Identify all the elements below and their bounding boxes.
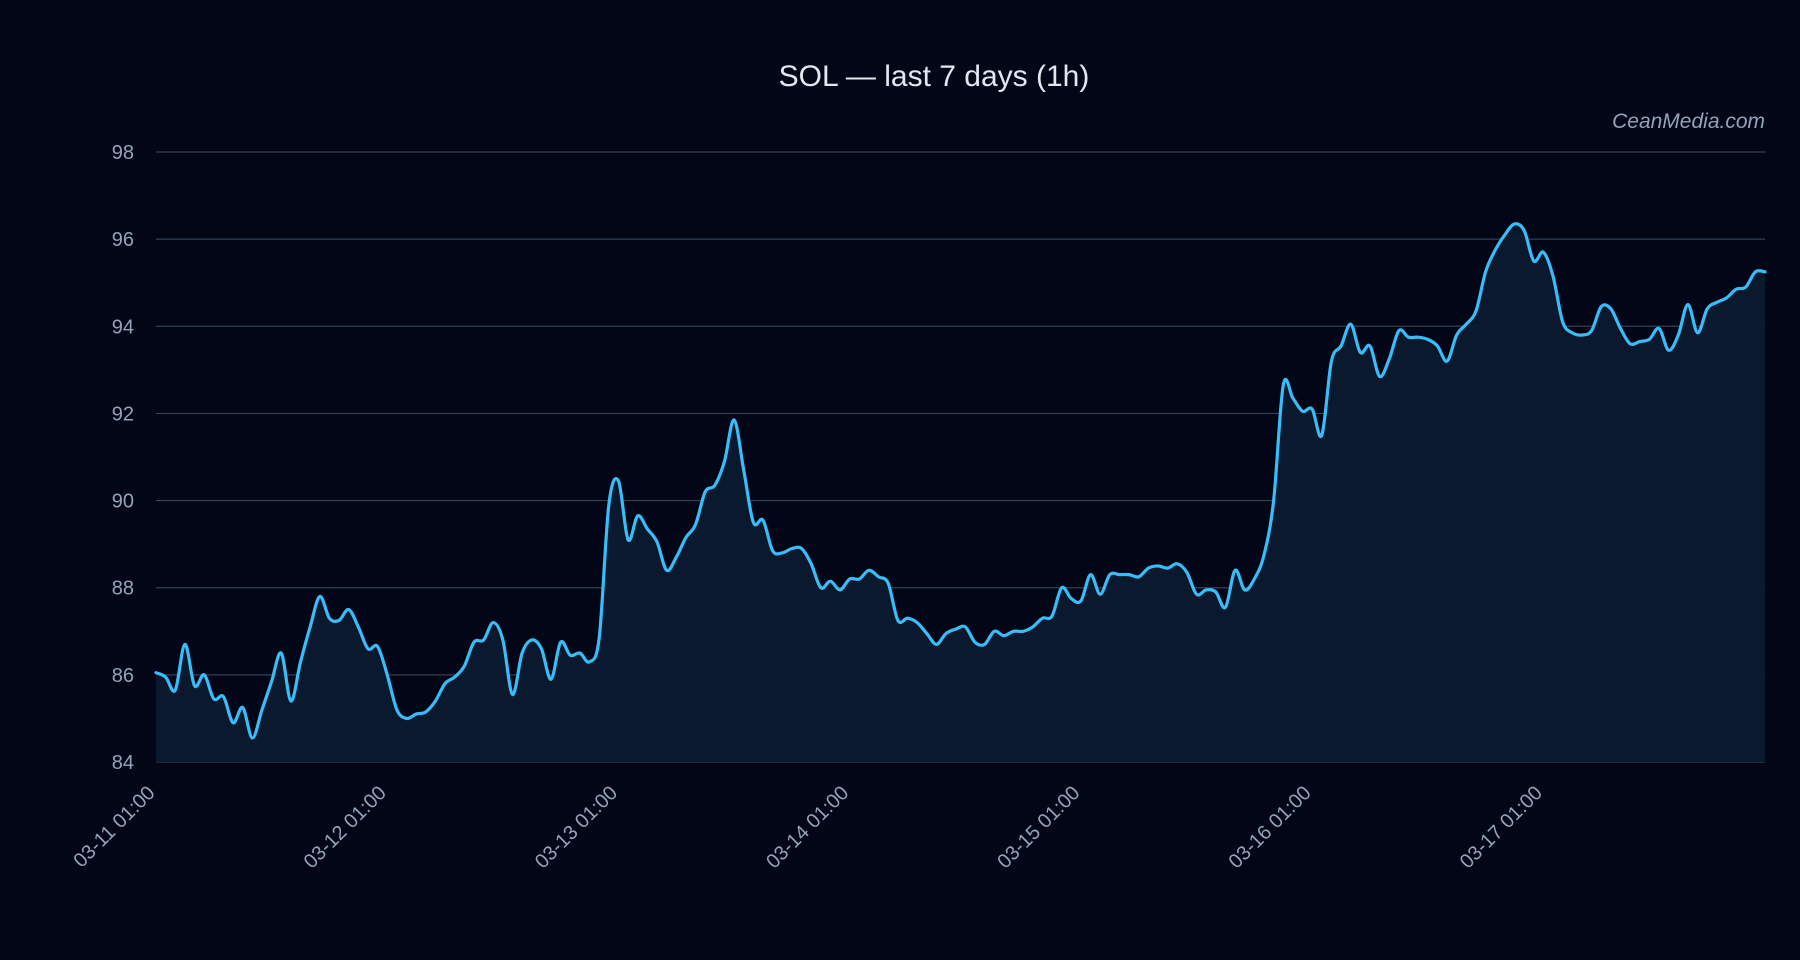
y-axis: 84 86 88 90 92 94 96 98	[112, 142, 134, 774]
y-tick-label-86: 86	[112, 665, 134, 687]
watermark-text: CeanMedia.com	[1612, 110, 1765, 133]
area-layer	[156, 223, 1765, 763]
y-tick-label-88: 88	[112, 578, 134, 600]
series-area-fill	[156, 223, 1765, 763]
y-tick-label-98: 98	[112, 142, 134, 164]
line-layer	[154, 222, 1767, 740]
y-tick-label-94: 94	[112, 316, 134, 338]
y-tick-label-96: 96	[112, 229, 134, 251]
y-tick-label-92: 92	[112, 403, 134, 425]
y-tick-label-84: 84	[112, 752, 134, 774]
y-tick-label-90: 90	[112, 491, 134, 513]
chart-title: SOL — last 7 days (1h)	[779, 60, 1090, 93]
series-line	[154, 222, 1767, 740]
